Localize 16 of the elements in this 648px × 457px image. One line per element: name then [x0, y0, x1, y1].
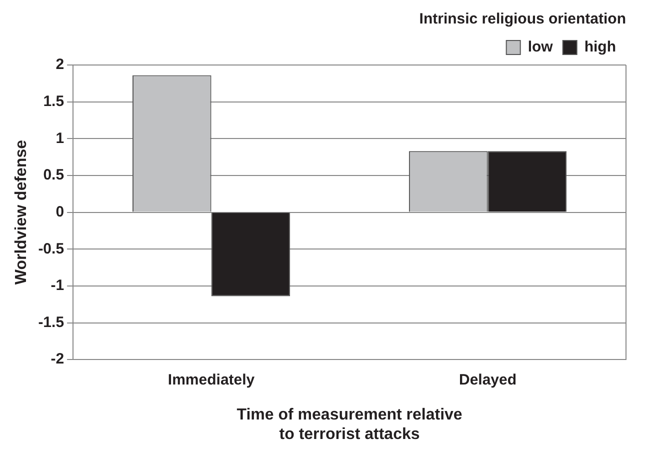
y-tick-label: 1 — [56, 130, 64, 147]
legend-label: high — [584, 38, 616, 56]
y-tick-label: 0 — [56, 203, 64, 220]
x-axis-title: Time of measurement relative to terrorist attacks — [236, 406, 462, 443]
x-tick-label: Delayed — [458, 372, 517, 389]
y-tick-label: 0.5 — [43, 166, 64, 184]
y-tick-label: -1.5 — [38, 314, 64, 331]
y-tick-label: -2 — [50, 350, 64, 368]
y-tick-label: -0.5 — [38, 240, 64, 258]
y-tick-label: 1.5 — [43, 92, 64, 110]
legend-title: Intrinsic religious orientation — [419, 10, 626, 28]
y-tick-label: -1 — [50, 277, 64, 294]
y-tick-label: 2 — [56, 56, 64, 74]
legend-label: low — [528, 38, 554, 56]
x-tick-label: Immediately — [168, 372, 256, 389]
y-axis-title: Worldview defense — [13, 140, 30, 285]
